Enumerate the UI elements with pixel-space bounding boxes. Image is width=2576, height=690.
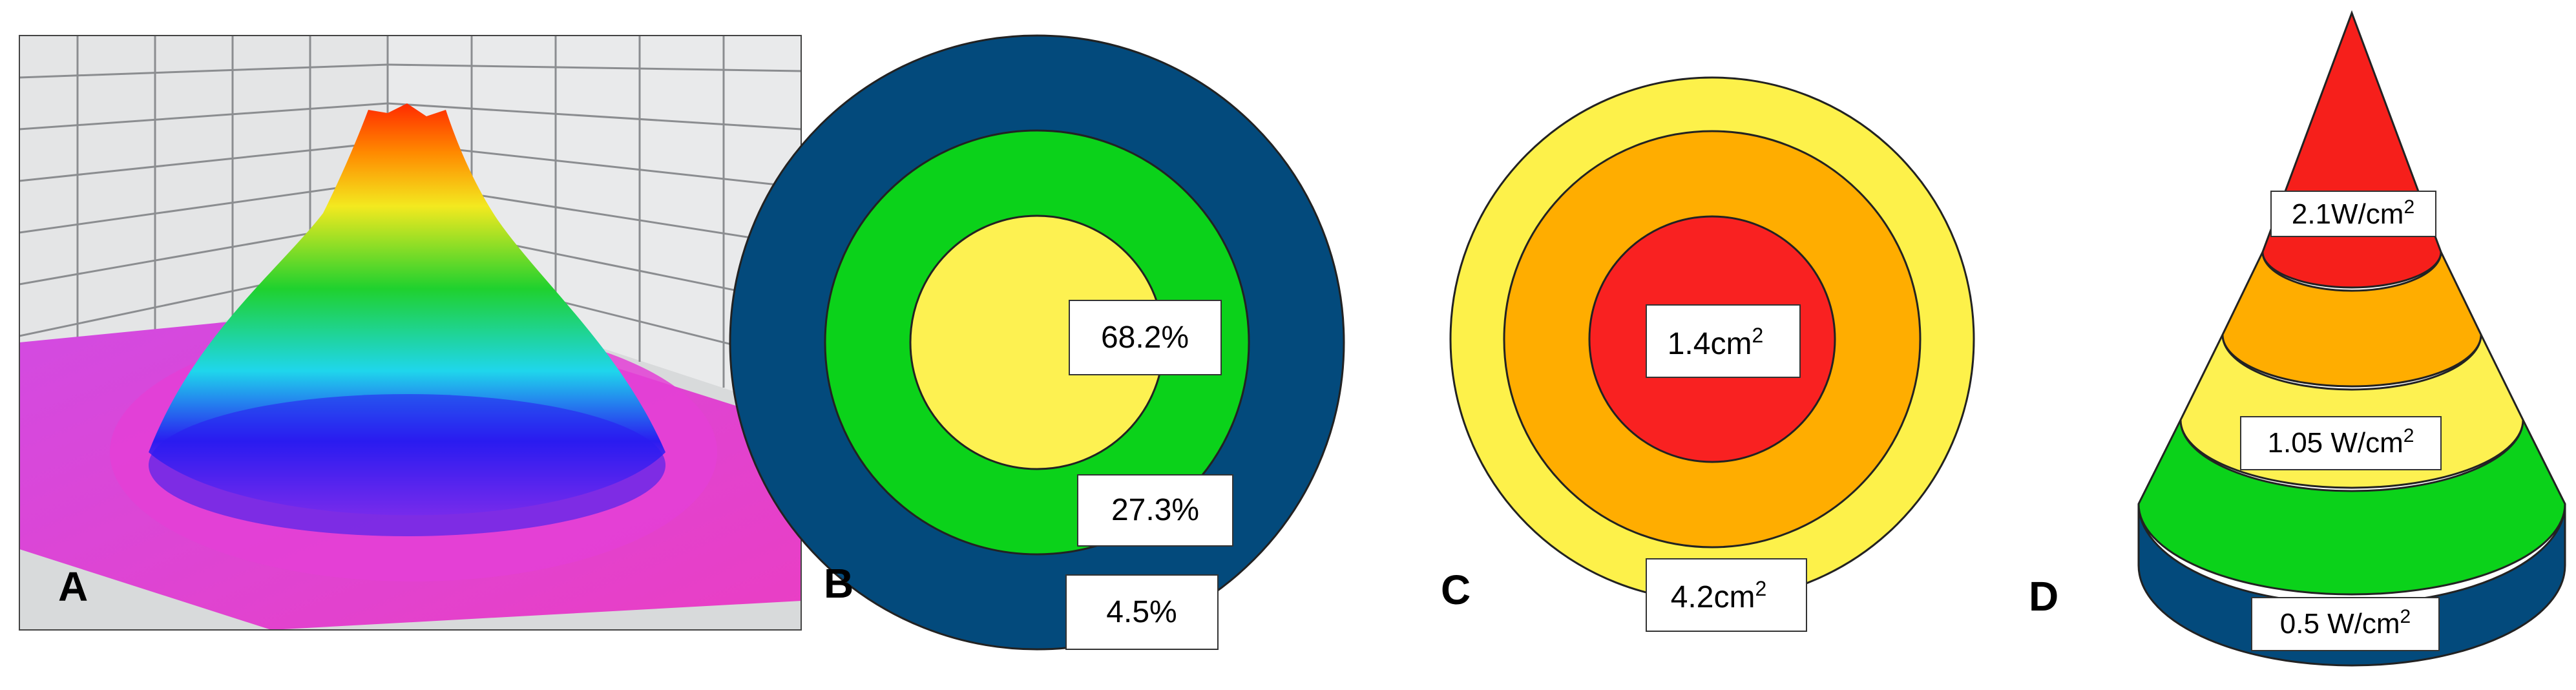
label-box-top xyxy=(2270,191,2436,237)
peak-shadow-ring xyxy=(149,394,665,536)
cone-band-base xyxy=(2137,503,2566,667)
label-box-outer xyxy=(1646,558,1807,632)
label-inner-area: 1.4cm2 xyxy=(1668,324,1764,361)
label-box-inner xyxy=(1646,304,1801,378)
label-box-inner xyxy=(1069,300,1222,375)
panel-letter-b: B xyxy=(824,560,853,607)
label-box-bottom xyxy=(2251,597,2440,651)
label-middle-intensity: 1.05 W/cm2 xyxy=(2268,425,2414,459)
panel-letter-a: A xyxy=(58,563,88,610)
panel-b-percentage-circles: 68.2% 27.3% 4.5% xyxy=(729,34,1345,651)
label-outer-area: 4.2cm2 xyxy=(1671,577,1767,614)
label-bottom-intensity: 0.5 W/cm2 xyxy=(2280,606,2411,640)
label-inner-percent: 68.2% xyxy=(1101,320,1189,355)
label-middle-percent: 27.3% xyxy=(1111,493,1199,527)
cone-band-green xyxy=(2137,419,2566,596)
label-box-middle xyxy=(2240,416,2442,470)
panel-letter-d: D xyxy=(2029,573,2058,620)
cone-band-orange xyxy=(2221,251,2482,388)
label-top-intensity: 2.1W/cm2 xyxy=(2292,196,2414,230)
panel-d-intensity-cone: 2.1W/cm2 1.05 W/cm2 0.5 W/cm2 xyxy=(2137,10,2566,667)
back-wall-right xyxy=(388,36,801,413)
panel-letter-c: C xyxy=(1441,567,1471,613)
panel-c-area-circles: 1.4cm2 4.2cm2 xyxy=(1449,76,1975,632)
panel-a-beam-profile-image xyxy=(19,36,801,630)
label-box-outer xyxy=(1065,574,1219,650)
label-box-middle xyxy=(1077,474,1233,547)
cone-tip-red xyxy=(2261,10,2442,289)
label-outer-percent: 4.5% xyxy=(1106,595,1177,629)
